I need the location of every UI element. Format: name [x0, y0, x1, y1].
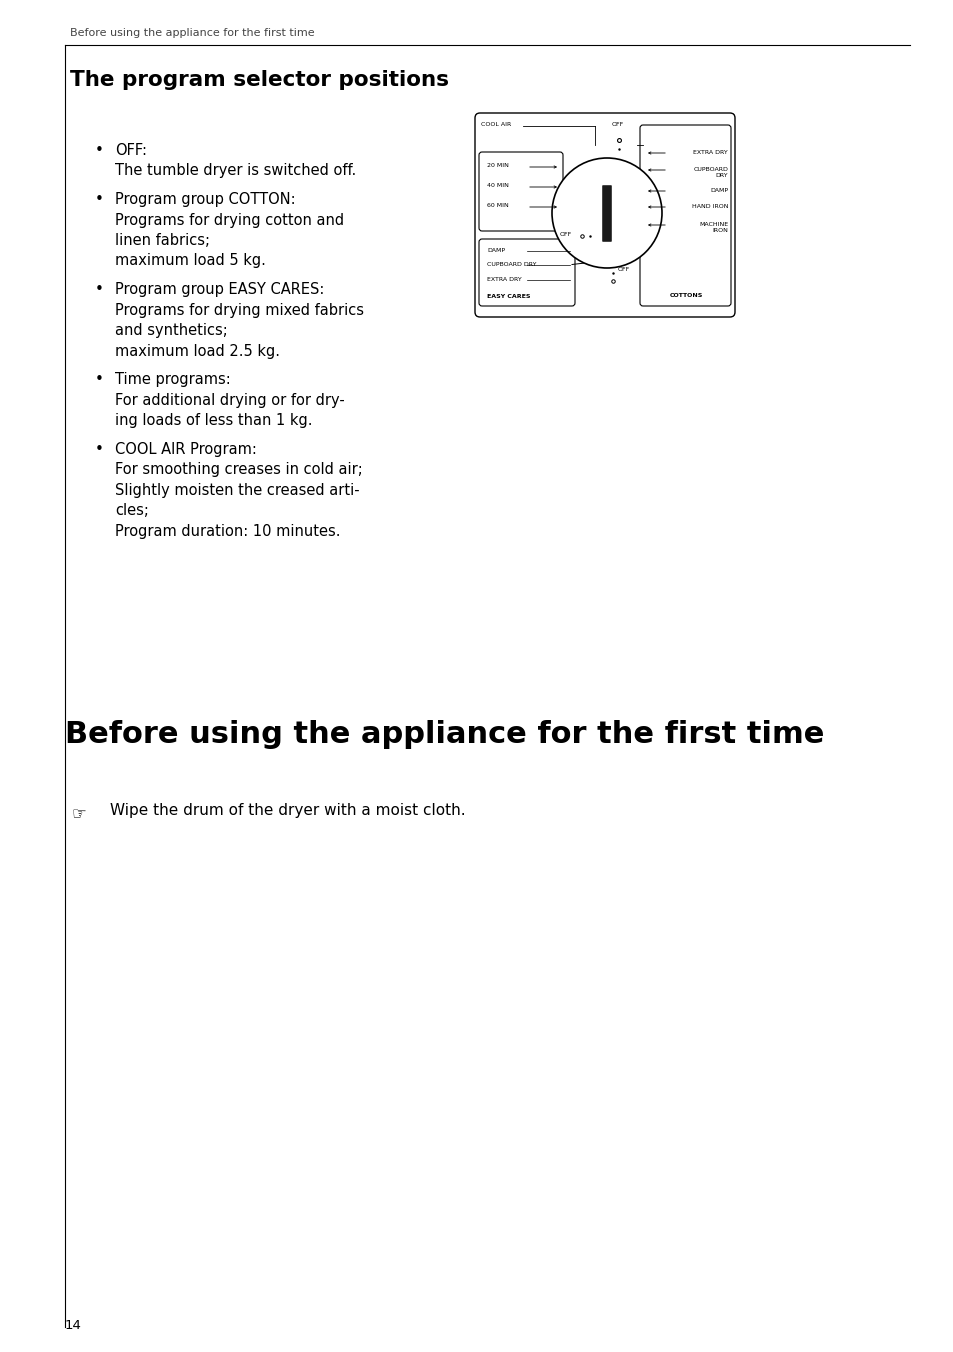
Text: CUPBOARD
DRY: CUPBOARD DRY: [693, 168, 727, 178]
Text: cles;: cles;: [115, 503, 149, 518]
Text: OFF: OFF: [559, 233, 572, 237]
Text: COTTONS: COTTONS: [669, 293, 702, 297]
Text: Program group COTTON:: Program group COTTON:: [115, 192, 295, 207]
Text: The program selector positions: The program selector positions: [70, 70, 449, 91]
Text: Program group EASY CARES:: Program group EASY CARES:: [115, 283, 324, 297]
Text: DAMP: DAMP: [709, 188, 727, 193]
Text: OFF: OFF: [618, 266, 630, 272]
Text: •: •: [95, 192, 104, 207]
Text: COOL AIR: COOL AIR: [480, 122, 511, 127]
Text: Time programs:: Time programs:: [115, 372, 231, 387]
Text: Programs for drying mixed fabrics: Programs for drying mixed fabrics: [115, 303, 364, 318]
Text: •: •: [95, 143, 104, 158]
Text: ing loads of less than 1 kg.: ing loads of less than 1 kg.: [115, 412, 313, 429]
Text: OFF:: OFF:: [115, 143, 147, 158]
Text: MACHINE
IRON: MACHINE IRON: [699, 222, 727, 233]
Text: EXTRA DRY: EXTRA DRY: [693, 150, 727, 155]
FancyBboxPatch shape: [478, 151, 562, 231]
Text: CUPBOARD DRY: CUPBOARD DRY: [486, 262, 536, 266]
Text: ☞: ☞: [71, 804, 87, 823]
Text: Program duration: 10 minutes.: Program duration: 10 minutes.: [115, 523, 340, 538]
Text: linen fabrics;: linen fabrics;: [115, 233, 210, 247]
FancyBboxPatch shape: [475, 114, 734, 316]
Text: •: •: [95, 372, 104, 387]
Text: EXTRA DRY: EXTRA DRY: [486, 277, 521, 283]
Text: 20 MIN: 20 MIN: [486, 164, 508, 168]
Circle shape: [552, 158, 661, 268]
Text: DAMP: DAMP: [486, 247, 504, 253]
Text: Wipe the drum of the dryer with a moist cloth.: Wipe the drum of the dryer with a moist …: [110, 803, 465, 818]
Text: HAND IRON: HAND IRON: [691, 204, 727, 210]
Text: and synthetics;: and synthetics;: [115, 323, 228, 338]
FancyBboxPatch shape: [601, 185, 611, 242]
Text: 14: 14: [65, 1320, 82, 1332]
Text: OFF: OFF: [612, 122, 623, 127]
Text: Before using the appliance for the first time: Before using the appliance for the first…: [70, 28, 314, 38]
Text: COOL AIR Program:: COOL AIR Program:: [115, 442, 256, 457]
Text: 60 MIN: 60 MIN: [486, 203, 508, 208]
Text: Slightly moisten the creased arti-: Slightly moisten the creased arti-: [115, 483, 359, 498]
Text: For additional drying or for dry-: For additional drying or for dry-: [115, 392, 344, 407]
Text: For smoothing creases in cold air;: For smoothing creases in cold air;: [115, 462, 362, 477]
FancyBboxPatch shape: [478, 239, 575, 306]
Text: The tumble dryer is switched off.: The tumble dryer is switched off.: [115, 164, 355, 178]
Text: EASY CARES: EASY CARES: [486, 293, 530, 299]
Text: Programs for drying cotton and: Programs for drying cotton and: [115, 212, 344, 227]
Text: maximum load 5 kg.: maximum load 5 kg.: [115, 254, 266, 269]
Text: Before using the appliance for the first time: Before using the appliance for the first…: [65, 721, 823, 749]
Text: maximum load 2.5 kg.: maximum load 2.5 kg.: [115, 343, 280, 358]
Text: •: •: [95, 283, 104, 297]
Text: 40 MIN: 40 MIN: [486, 183, 508, 188]
Text: •: •: [95, 442, 104, 457]
FancyBboxPatch shape: [639, 124, 730, 306]
